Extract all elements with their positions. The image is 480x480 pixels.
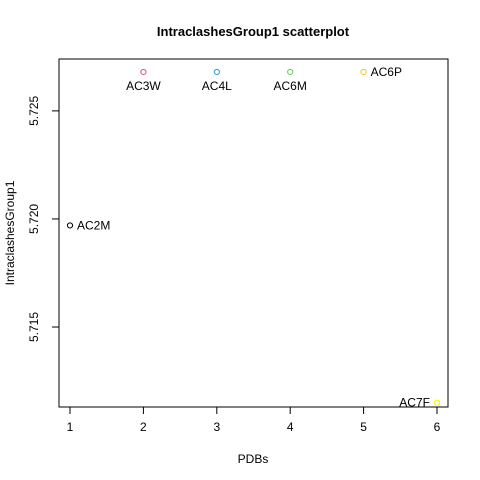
chart-title: IntraclashesGroup1 scatterplot	[157, 24, 350, 39]
y-tick-label: 5.720	[27, 204, 41, 234]
x-tick-label: 6	[434, 420, 441, 434]
x-tick-label: 4	[287, 420, 294, 434]
data-point-ac7f	[433, 399, 441, 406]
y-tick-label: 5.715	[27, 312, 41, 342]
data-point-ac6p	[360, 68, 367, 76]
point-label-ac7f: AC7F	[399, 396, 430, 410]
plot-frame	[58, 58, 449, 408]
y-tick-label: 5.725	[27, 96, 41, 126]
point-label-ac6m: AC6M	[274, 79, 307, 93]
data-points: AC2M AC3W AC4L AC6M AC6P AC7F	[66, 65, 441, 410]
data-point-ac4l	[213, 68, 220, 76]
data-point-ac6m	[287, 68, 294, 76]
data-point-ac3w	[140, 68, 147, 76]
x-tick-label: 2	[140, 420, 147, 434]
x-axis-label: PDBs	[238, 452, 269, 466]
point-label-ac4l: AC4L	[202, 79, 232, 93]
y-axis: 5.715 5.720 5.725	[27, 96, 60, 342]
x-tick-label: 3	[213, 420, 220, 434]
x-axis: 1 2 3 4 5 6	[67, 406, 441, 434]
y-axis-label: IntraclashesGroup1	[3, 180, 17, 285]
data-point-ac2m	[66, 222, 74, 229]
x-tick-label: 1	[67, 420, 74, 434]
point-label-ac6p: AC6P	[371, 65, 402, 79]
x-tick-label: 5	[360, 420, 367, 434]
point-label-ac2m: AC2M	[77, 218, 110, 232]
point-label-ac3w: AC3W	[126, 79, 161, 93]
